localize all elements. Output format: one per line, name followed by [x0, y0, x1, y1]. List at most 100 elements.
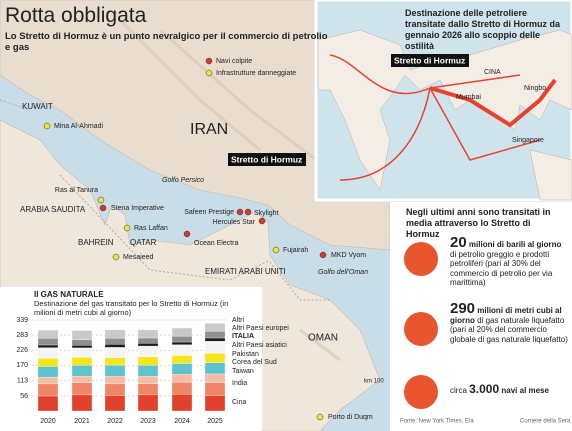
stat-text: di petrolio greggio e prodotti petrolife…: [450, 249, 553, 288]
region-label: QATAR: [130, 238, 157, 247]
bar-segment: [137, 383, 159, 396]
series-label: ITALIA: [232, 333, 254, 340]
map-point: [97, 196, 105, 204]
map-point-label: Safeen Prestige: [184, 209, 234, 216]
inset-label: Ningbo: [524, 85, 546, 92]
bar-segment: [71, 382, 93, 396]
bar-segment: [204, 353, 226, 363]
map-point: [244, 208, 252, 216]
bar-segment: [104, 376, 126, 385]
bar-segment: [171, 327, 193, 337]
region-label: KUWAIT: [22, 102, 53, 111]
bar-segment: [104, 347, 126, 358]
subtitle: Lo Stretto di Hormuz è un punto nevralgi…: [5, 31, 328, 53]
stat: 20 milioni di barili al giorno di petrol…: [450, 235, 568, 288]
bar-segment: [71, 347, 93, 358]
relief: [118, 18, 341, 362]
bar-segment: [104, 395, 126, 412]
bar-segment: [104, 338, 126, 345]
map-point: [112, 253, 120, 261]
map-point: [43, 122, 51, 130]
y-tick-label: 283: [16, 332, 28, 339]
bar-segment: [37, 358, 59, 367]
bar-segment: [37, 338, 59, 346]
bar-segment: [104, 357, 126, 366]
bar-segment: [171, 355, 193, 364]
bar-segment: [137, 375, 159, 384]
region-label: ARABIA SAUDITA: [20, 205, 86, 214]
bar-segment: [137, 394, 159, 412]
stats-title: Negli ultimi anni sono transitati in med…: [406, 207, 551, 239]
series-label: Corea del Sud: [232, 359, 277, 366]
stat-unit: milioni di barili al giorno: [468, 240, 562, 249]
map-point-label: MKD Vyom: [331, 252, 366, 259]
border: [0, 99, 330, 301]
strait-box: [391, 54, 469, 67]
inset-label: Mumbai: [456, 94, 481, 101]
bar-segment: [37, 366, 59, 378]
map-point: [316, 413, 324, 421]
inset-label: Singapore: [512, 137, 544, 144]
icon-oil: [404, 242, 438, 276]
bar-segment: [137, 356, 159, 366]
icon-ship: [404, 375, 438, 409]
map-point: [272, 246, 280, 254]
bar-segment: [71, 330, 93, 341]
map-point: [319, 251, 327, 259]
inset-strait-label: Stretto di Hormuz: [394, 55, 465, 65]
sea-label: Golfo dell'Oman: [318, 269, 368, 276]
bar-segment: [204, 331, 226, 339]
y-tick-label: 56: [20, 393, 28, 400]
bar-segment: [204, 382, 226, 396]
stat: circa 3.000 navi al mese: [450, 382, 568, 396]
y-tick-label: 339: [16, 317, 28, 324]
y-tick-label: 170: [16, 362, 28, 369]
inset-route: [329, 54, 541, 181]
inset-label: CINA: [484, 69, 501, 76]
y-tick-label: 113: [17, 378, 28, 385]
map-point: [99, 204, 107, 212]
map-legend: Navi colpite Infrastrutture danneggiate: [205, 57, 296, 77]
bar-segment: [37, 330, 59, 339]
strait-label: Stretto di Hormuz: [231, 154, 302, 164]
series-label: Altri Paesi europei: [232, 325, 289, 332]
region-label: EMIRATI ARABI UNITI: [205, 267, 286, 276]
stat-text: di gas naturale liquefatto (pari al 20% …: [450, 315, 568, 344]
scale-label: km 100: [364, 379, 384, 385]
bar-segment: [71, 375, 93, 383]
bar-segment: [137, 329, 159, 339]
bar-segment: [171, 341, 193, 345]
bar-segment: [137, 337, 159, 344]
bar-segment: [171, 335, 193, 343]
icon-gas: [404, 312, 438, 346]
map-point-label: Hercules Star: [213, 219, 256, 226]
land-north: [0, 0, 391, 251]
region-label: IRAN: [190, 121, 228, 138]
series-label: Taiwan: [232, 368, 254, 375]
bar-segment: [204, 323, 226, 332]
legend-dot: [205, 57, 213, 65]
map-point-label: Ras Laffan: [134, 225, 168, 232]
bar-segment: [71, 357, 93, 366]
bar-segment: [37, 344, 59, 348]
bar-segment: [37, 383, 59, 397]
stat-number: 290: [450, 300, 476, 317]
map-point-label: Fujairah: [283, 247, 308, 254]
series-label: Pakistan: [232, 351, 259, 358]
x-tick-label: 2021: [74, 418, 90, 425]
bar-segment: [171, 394, 193, 412]
map-point-label: Mesaieed: [123, 254, 153, 261]
region-label: BAHREIN: [78, 238, 114, 247]
bar-segment: [37, 377, 59, 385]
bar-segment: [204, 362, 226, 375]
map-point-label: Stena Imperative: [111, 205, 164, 212]
bar-segment: [137, 365, 159, 377]
stat-pre: circa: [450, 386, 467, 395]
bar-segment: [104, 364, 126, 377]
series-label: Altri: [232, 317, 245, 324]
map-point-label: Ras al Tanura: [55, 187, 98, 194]
stat-number: 20: [450, 234, 467, 251]
sea-label: Golfo Persico: [162, 177, 204, 184]
legend-label: Navi colpite: [216, 58, 252, 65]
map-point-label: Ocean Electra: [194, 240, 238, 247]
